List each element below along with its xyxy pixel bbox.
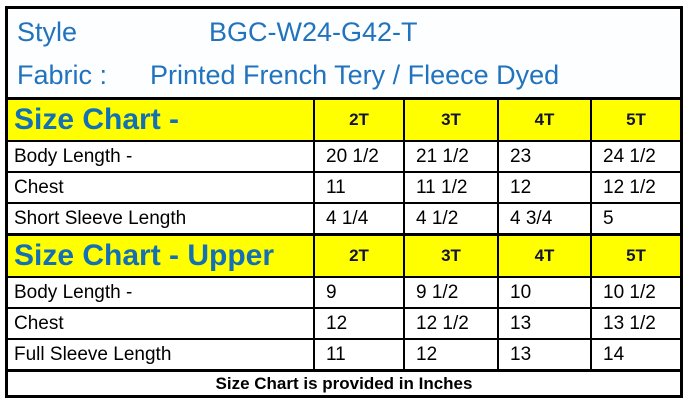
table-row-chest-upper: Chest 12 12 1/2 13 13 1/2 bbox=[8, 307, 680, 338]
measurement-value: 13 bbox=[497, 340, 590, 369]
measurement-value: 21 1/2 bbox=[403, 142, 497, 171]
style-value: BGC-W24-G42-T bbox=[209, 17, 418, 47]
measurement-value: 10 bbox=[497, 278, 590, 307]
table-row-body-length: Body Length - 20 1/2 21 1/2 23 24 1/2 bbox=[8, 140, 680, 171]
section-1-title: Size Chart - bbox=[14, 103, 180, 136]
measurement-label: Short Sleeve Length bbox=[14, 208, 187, 229]
measurement-value: 12 bbox=[403, 340, 497, 369]
measurement-value: 13 bbox=[497, 309, 590, 338]
measurement-label: Chest bbox=[14, 313, 64, 334]
style-fabric-header: Style BGC-W24-G42-T Fabric : Printed Fre… bbox=[8, 9, 680, 97]
section-1-header-row: Size Chart - 2T 3T 4T 5T bbox=[8, 97, 680, 140]
fabric-line: Fabric : Printed French Tery / Fleece Dy… bbox=[17, 54, 680, 97]
size-column-header-2t: 2T bbox=[313, 236, 403, 276]
measurement-value: 4 1/4 bbox=[313, 204, 403, 233]
measurement-value: 12 bbox=[497, 173, 590, 202]
measurement-label: Chest bbox=[14, 177, 64, 198]
measurement-value: 4 1/2 bbox=[403, 204, 497, 233]
measurement-value: 4 3/4 bbox=[497, 204, 590, 233]
measurement-value: 12 1/2 bbox=[403, 309, 497, 338]
size-column-header-2t: 2T bbox=[313, 100, 403, 140]
size-chart-table: Style BGC-W24-G42-T Fabric : Printed Fre… bbox=[5, 6, 683, 398]
measurement-value: 14 bbox=[590, 340, 680, 369]
table-row-body-length-upper: Body Length - 9 9 1/2 10 10 1/2 bbox=[8, 276, 680, 307]
measurement-label: Full Sleeve Length bbox=[14, 344, 172, 365]
measurement-value: 11 1/2 bbox=[403, 173, 497, 202]
measurement-value: 10 1/2 bbox=[590, 278, 680, 307]
table-row-chest: Chest 11 11 1/2 12 12 1/2 bbox=[8, 171, 680, 202]
table-row-full-sleeve: Full Sleeve Length 11 12 13 14 bbox=[8, 338, 680, 369]
size-column-header-5t: 5T bbox=[590, 236, 680, 276]
measurement-value: 9 1/2 bbox=[403, 278, 497, 307]
measurement-value: 23 bbox=[497, 142, 590, 171]
section-2-header-row: Size Chart - Upper 2T 3T 4T 5T bbox=[8, 233, 680, 276]
measurement-value: 24 1/2 bbox=[590, 142, 680, 171]
measurement-value: 5 bbox=[590, 204, 680, 233]
measurement-value: 12 1/2 bbox=[590, 173, 680, 202]
measurement-value: 9 bbox=[313, 278, 403, 307]
measurement-value: 11 bbox=[313, 173, 403, 202]
section-2-title: Size Chart - Upper bbox=[14, 239, 275, 272]
style-line: Style BGC-W24-G42-T bbox=[17, 11, 680, 54]
fabric-value: Printed French Tery / Fleece Dyed bbox=[150, 60, 560, 90]
measurement-value: 13 1/2 bbox=[590, 309, 680, 338]
measurement-label: Body Length - bbox=[14, 282, 133, 303]
size-column-header-4t: 4T bbox=[497, 100, 590, 140]
measurement-label: Body Length - bbox=[14, 146, 133, 167]
measurement-value: 12 bbox=[313, 309, 403, 338]
size-column-header-5t: 5T bbox=[590, 100, 680, 140]
measurement-value: 11 bbox=[313, 340, 403, 369]
table-row-short-sleeve: Short Sleeve Length 4 1/4 4 1/2 4 3/4 5 bbox=[8, 202, 680, 233]
style-label: Style bbox=[17, 17, 78, 47]
footer-note: Size Chart is provided in Inches bbox=[8, 369, 680, 395]
size-column-header-3t: 3T bbox=[403, 236, 497, 276]
fabric-label: Fabric : bbox=[17, 60, 108, 90]
measurement-value: 20 1/2 bbox=[313, 142, 403, 171]
size-column-header-4t: 4T bbox=[497, 236, 590, 276]
size-column-header-3t: 3T bbox=[403, 100, 497, 140]
